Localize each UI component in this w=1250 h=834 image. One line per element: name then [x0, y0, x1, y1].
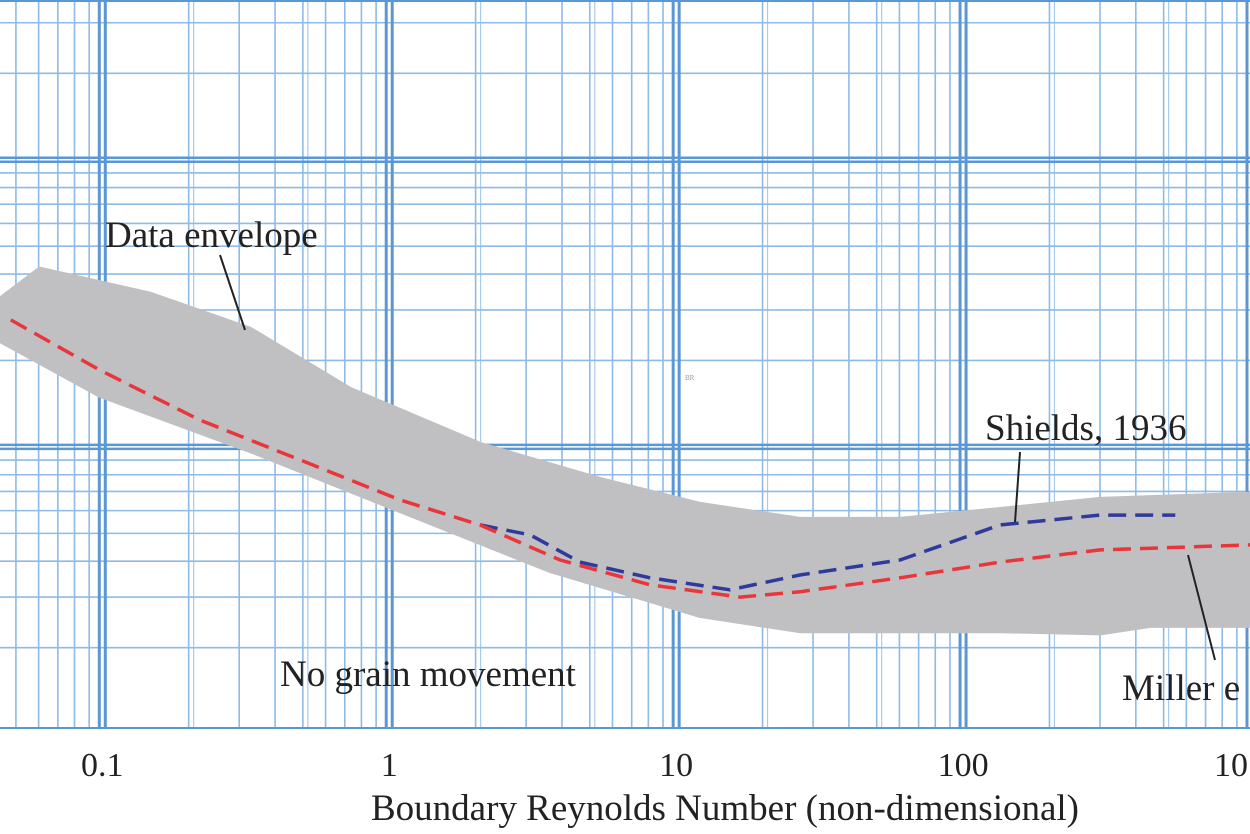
x-tick-label: 10	[1214, 747, 1248, 784]
series-line	[9, 318, 1250, 599]
labels: Data envelope Shields, 1936 Miller e No …	[81, 215, 1248, 829]
envelope-label: Data envelope	[105, 215, 318, 256]
x-tick-label: 0.1	[81, 747, 124, 784]
leader-line	[219, 254, 246, 331]
x-tick-label: 100	[938, 747, 989, 784]
x-tick-label: 10	[659, 747, 693, 784]
leader-line	[1014, 451, 1021, 523]
annotation: No grain movement	[280, 654, 577, 695]
leader-line	[1187, 554, 1216, 661]
x-tick-label: 1	[381, 747, 398, 784]
watermark: BR	[685, 374, 695, 382]
data-envelope	[0, 266, 1250, 636]
series-label: Shields, 1936	[985, 408, 1186, 449]
x-axis-label: Boundary Reynolds Number (non-dimensiona…	[371, 788, 1079, 829]
series-label: Miller e	[1122, 668, 1240, 709]
marks	[0, 266, 1250, 636]
